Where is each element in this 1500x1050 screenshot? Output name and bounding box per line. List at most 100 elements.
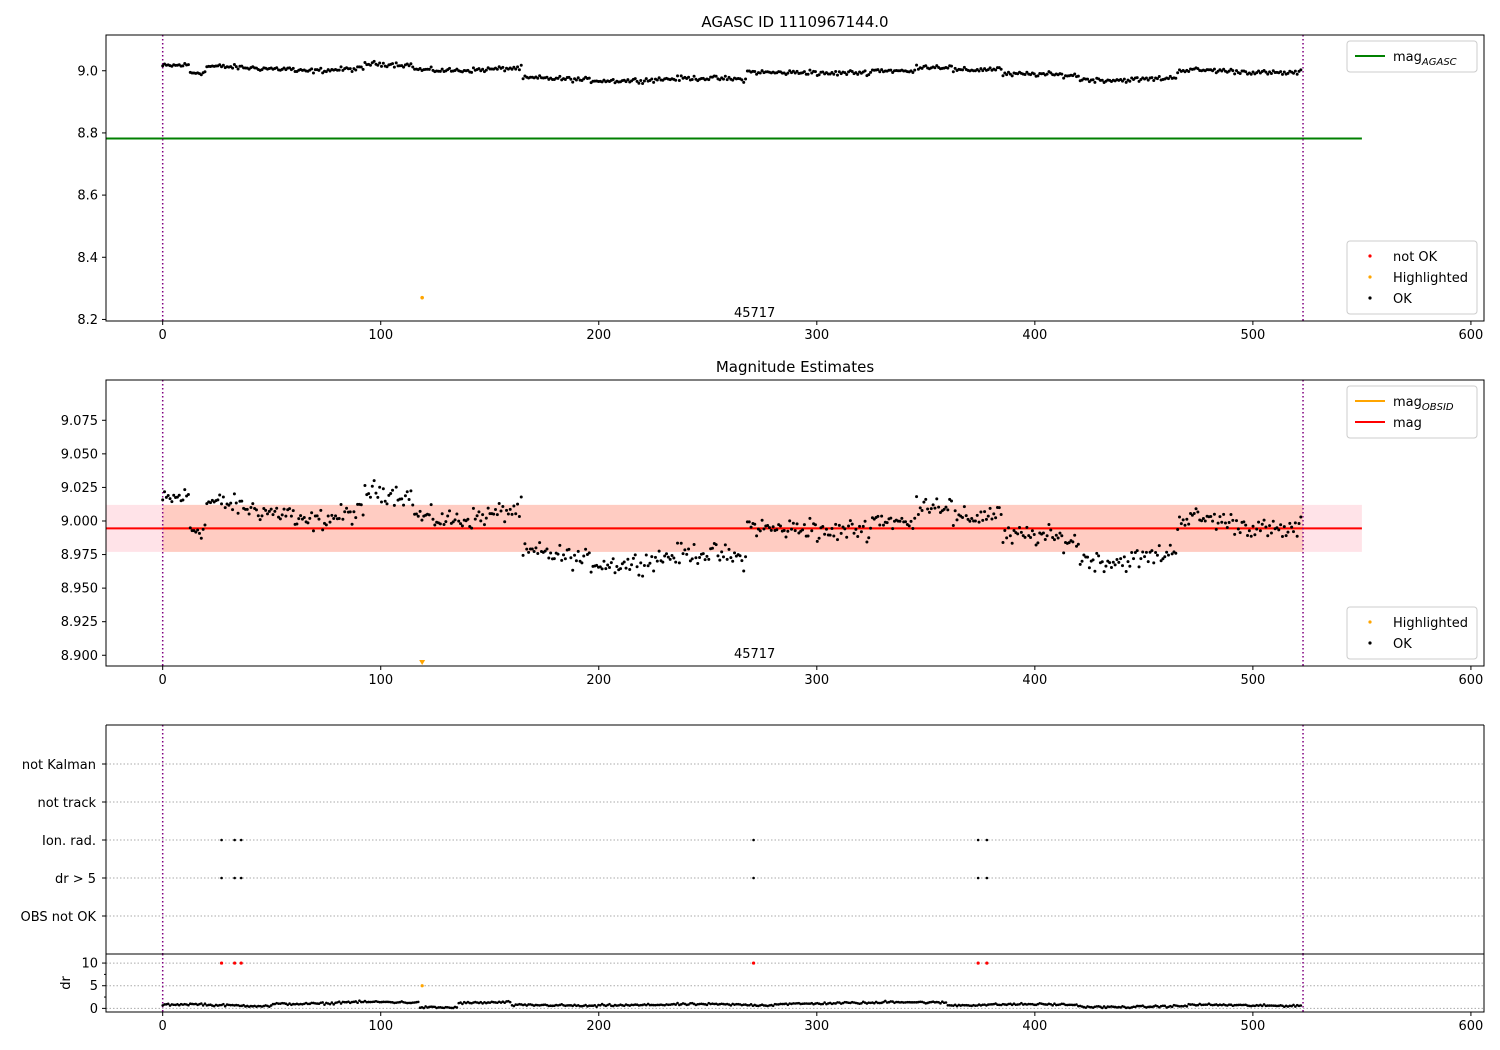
ok-point	[949, 64, 953, 68]
ok-point	[563, 78, 567, 82]
x-tick-label: 0	[159, 328, 167, 343]
ok-point	[1211, 519, 1215, 523]
ok-point	[1255, 527, 1259, 531]
dr-point	[944, 1001, 948, 1004]
ok-point	[615, 565, 619, 569]
dr-point	[963, 1003, 966, 1007]
dr-point	[906, 1000, 909, 1004]
dr-point	[1067, 1003, 1071, 1007]
ok-point	[641, 82, 645, 86]
legend-label-subscript: AGASC	[1421, 57, 1457, 68]
ok-point	[251, 502, 255, 506]
ok-point	[639, 78, 643, 82]
ok-point	[1087, 566, 1091, 570]
ok-point	[299, 514, 303, 518]
dr-point	[884, 999, 887, 1003]
dr-point	[1060, 1002, 1064, 1006]
ok-point	[1060, 72, 1064, 76]
ok-point	[835, 73, 839, 77]
ok-point	[973, 519, 977, 523]
ok-point	[164, 495, 168, 499]
ok-point	[835, 538, 839, 542]
ok-point	[543, 549, 547, 553]
ok-point	[479, 519, 483, 523]
dr-point	[593, 1004, 597, 1007]
ok-point	[1183, 523, 1187, 527]
ok-point	[652, 569, 656, 573]
ok-point	[552, 557, 556, 561]
ok-point	[1286, 530, 1290, 534]
ok-point	[1295, 72, 1299, 76]
ok-point	[1242, 520, 1246, 524]
dr-point	[337, 1000, 341, 1003]
legend-dot-marker	[1368, 620, 1372, 624]
ok-point	[951, 70, 955, 74]
ok-point	[1170, 552, 1174, 556]
dr-point	[1051, 1004, 1054, 1007]
ok-point	[867, 536, 871, 540]
ok-point	[1299, 515, 1303, 519]
ok-point	[909, 519, 913, 523]
ok-point	[1012, 529, 1016, 533]
ok-point	[1212, 67, 1216, 71]
ok-point	[723, 543, 727, 547]
ok-point	[186, 493, 190, 497]
dr-point	[1020, 1001, 1023, 1005]
ok-point	[208, 501, 212, 505]
y-tick-label: 8.6	[77, 189, 98, 204]
ok-point	[986, 68, 990, 72]
ok-point	[1262, 518, 1266, 522]
ok-point	[633, 77, 637, 81]
ok-point	[1025, 525, 1029, 529]
ok-point	[962, 65, 966, 69]
dr-point	[806, 1002, 810, 1005]
dr-point	[1029, 1002, 1032, 1006]
ok-point	[1176, 528, 1180, 532]
y-tick-label: 8.2	[77, 313, 98, 328]
ok-point	[1104, 564, 1108, 568]
dr-outlier-point	[239, 961, 243, 965]
ok-point	[1177, 515, 1181, 519]
flag-row-label: not Kalman	[22, 758, 96, 773]
ok-point	[523, 542, 527, 546]
ok-point	[512, 65, 516, 69]
ok-point	[392, 65, 396, 69]
ok-point	[970, 516, 974, 520]
ok-point	[595, 563, 599, 567]
ok-point	[1260, 522, 1264, 526]
ok-point	[501, 65, 505, 69]
ok-point	[788, 519, 792, 523]
dr-point	[242, 1003, 245, 1007]
dr-point	[200, 1002, 203, 1005]
dr-point	[953, 1003, 957, 1007]
ok-point	[1073, 533, 1077, 537]
ok-point	[427, 67, 431, 71]
ok-point	[843, 71, 847, 75]
x-tick-label: 400	[1022, 1019, 1047, 1034]
ok-point	[547, 556, 551, 560]
x-tick-label: 500	[1240, 1019, 1265, 1034]
dr-point	[565, 1004, 569, 1007]
ok-point	[1280, 72, 1284, 76]
dr-outlier-point	[985, 961, 989, 965]
ok-point	[1120, 564, 1124, 568]
ok-point	[841, 525, 845, 529]
ok-point	[341, 517, 345, 521]
dr-point	[872, 1001, 876, 1005]
ok-point	[1076, 542, 1080, 546]
ok-point	[613, 571, 617, 575]
ok-point	[847, 524, 851, 528]
ok-point	[527, 550, 531, 554]
x-tick-label: 0	[159, 1019, 167, 1034]
ok-point	[1216, 521, 1220, 525]
ok-point	[249, 505, 253, 509]
ok-point	[448, 509, 452, 513]
flag-point	[239, 838, 243, 842]
ok-point	[589, 570, 593, 574]
ok-point	[1152, 78, 1156, 82]
dr-point	[422, 1006, 426, 1010]
ok-point	[653, 555, 657, 559]
y-tick-label: 0	[90, 1002, 98, 1017]
ok-point	[1029, 536, 1033, 540]
